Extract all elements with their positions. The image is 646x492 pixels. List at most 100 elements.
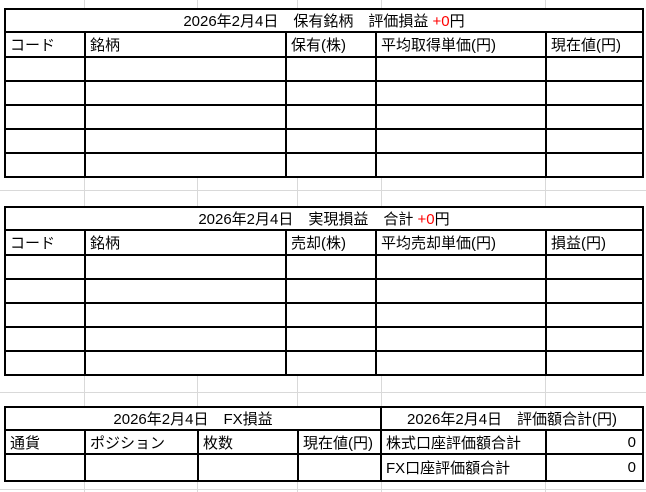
empty-cell[interactable] [285, 80, 377, 106]
empty-cell[interactable] [4, 152, 86, 178]
empty-cell[interactable] [4, 254, 86, 280]
header-code: コード [4, 31, 86, 58]
empty-cell[interactable] [84, 152, 287, 178]
realized-header-row: コード 銘柄 売却(株) 平均売却単価(円) 損益(円) [4, 229, 644, 256]
empty-cell[interactable] [4, 326, 86, 352]
holdings-empty-row [4, 128, 644, 154]
empty-cell[interactable] [296, 453, 383, 482]
empty-cell[interactable] [4, 80, 86, 106]
realized-table: 2026年2月4日 実現損益 合計 +0円 コード 銘柄 売却(株) 平均売却単… [4, 206, 644, 376]
holdings-empty-row [4, 80, 644, 106]
fx-account-total-value[interactable]: 0 [544, 453, 645, 482]
empty-cell[interactable] [4, 302, 86, 328]
empty-cell[interactable] [375, 254, 547, 280]
fx-title-row: 2026年2月4日 FX損益 [3, 406, 383, 431]
empty-cell[interactable] [375, 128, 547, 154]
empty-cell[interactable] [375, 278, 547, 304]
empty-cell[interactable] [545, 278, 644, 304]
empty-cell[interactable] [84, 453, 199, 482]
empty-cell[interactable] [285, 302, 377, 328]
fx-title: 2026年2月4日 FX損益 [3, 406, 383, 431]
empty-cell[interactable] [84, 254, 287, 280]
empty-cell[interactable] [285, 278, 377, 304]
empty-cell[interactable] [545, 152, 644, 178]
empty-cell[interactable] [375, 56, 547, 82]
realized-title: 2026年2月4日 実現損益 合計 +0円 [4, 206, 644, 231]
empty-cell[interactable] [84, 302, 287, 328]
empty-cell[interactable] [545, 254, 644, 280]
realized-empty-row [4, 302, 644, 328]
holdings-profit-value: +0 [432, 13, 450, 30]
empty-cell[interactable] [375, 326, 547, 352]
holdings-header-row: コード 銘柄 保有(株) 平均取得単価(円) 現在値(円) [4, 31, 644, 58]
fx-header-row: 通貨 ポジション 枚数 現在値(円) [4, 429, 383, 455]
empty-cell[interactable] [4, 128, 86, 154]
empty-cell[interactable] [4, 278, 86, 304]
stock-account-total-value[interactable]: 0 [544, 429, 645, 455]
empty-cell[interactable] [197, 453, 299, 482]
header-shares-sold: 売却(株) [285, 229, 377, 256]
empty-cell[interactable] [545, 56, 644, 82]
empty-cell[interactable] [4, 104, 86, 130]
empty-cell[interactable] [84, 350, 287, 376]
header-shares-held: 保有(株) [285, 31, 377, 58]
header-profit-loss: 損益(円) [545, 229, 644, 256]
empty-cell[interactable] [84, 56, 287, 82]
empty-cell[interactable] [84, 278, 287, 304]
summary-table: 2026年2月4日 評価額合計(円) 株式口座評価額合計 0 FX口座評価額合計… [379, 406, 645, 482]
holdings-title-text: 2026年2月4日 保有銘柄 評価損益 [183, 13, 433, 30]
gridline-horizontal [0, 392, 646, 393]
fx-account-total-label: FX口座評価額合計 [380, 453, 547, 482]
empty-cell[interactable] [545, 326, 644, 352]
header-lots: 枚数 [197, 429, 299, 455]
empty-cell[interactable] [285, 254, 377, 280]
empty-cell[interactable] [4, 350, 86, 376]
header-current-price: 現在値(円) [545, 31, 644, 58]
holdings-empty-row [4, 104, 644, 130]
empty-cell[interactable] [285, 104, 377, 130]
gridline-horizontal [0, 489, 646, 490]
empty-cell[interactable] [375, 152, 547, 178]
realized-empty-row [4, 278, 644, 304]
empty-cell[interactable] [375, 80, 547, 106]
empty-cell[interactable] [4, 453, 86, 482]
holdings-title: 2026年2月4日 保有銘柄 評価損益 +0円 [4, 8, 644, 33]
header-stock-name: 銘柄 [84, 229, 287, 256]
realized-title-row: 2026年2月4日 実現損益 合計 +0円 [4, 206, 644, 231]
empty-cell[interactable] [545, 104, 644, 130]
empty-cell[interactable] [545, 128, 644, 154]
empty-cell[interactable] [84, 128, 287, 154]
empty-cell[interactable] [545, 350, 644, 376]
empty-cell[interactable] [285, 128, 377, 154]
empty-cell[interactable] [545, 302, 644, 328]
realized-empty-row [4, 350, 644, 376]
header-position: ポジション [84, 429, 199, 455]
header-avg-purchase-price: 平均取得単価(円) [375, 31, 547, 58]
fx-table: 2026年2月4日 FX損益 通貨 ポジション 枚数 現在値(円) [3, 406, 383, 482]
empty-cell[interactable] [84, 104, 287, 130]
empty-cell[interactable] [375, 350, 547, 376]
empty-cell[interactable] [375, 302, 547, 328]
holdings-title-row: 2026年2月4日 保有銘柄 評価損益 +0円 [4, 8, 644, 33]
realized-profit-value: +0 [417, 211, 435, 228]
summary-title: 2026年2月4日 評価額合計(円) [379, 406, 645, 431]
fx-empty-row [4, 453, 383, 482]
realized-empty-row [4, 326, 644, 352]
empty-cell[interactable] [285, 326, 377, 352]
summary-title-row: 2026年2月4日 評価額合計(円) [379, 406, 645, 431]
empty-cell[interactable] [285, 350, 377, 376]
empty-cell[interactable] [545, 80, 644, 106]
realized-title-text: 2026年2月4日 実現損益 合計 [198, 211, 418, 228]
empty-cell[interactable] [375, 104, 547, 130]
empty-cell[interactable] [84, 326, 287, 352]
empty-cell[interactable] [285, 56, 377, 82]
empty-cell[interactable] [84, 80, 287, 106]
header-stock-name: 銘柄 [84, 31, 287, 58]
gridline-horizontal [0, 190, 646, 191]
empty-cell[interactable] [4, 56, 86, 82]
header-code: コード [4, 229, 86, 256]
header-current-price: 現在値(円) [296, 429, 383, 455]
header-avg-sale-price: 平均売却単価(円) [375, 229, 547, 256]
holdings-title-suffix: 円 [449, 13, 465, 30]
empty-cell[interactable] [285, 152, 377, 178]
